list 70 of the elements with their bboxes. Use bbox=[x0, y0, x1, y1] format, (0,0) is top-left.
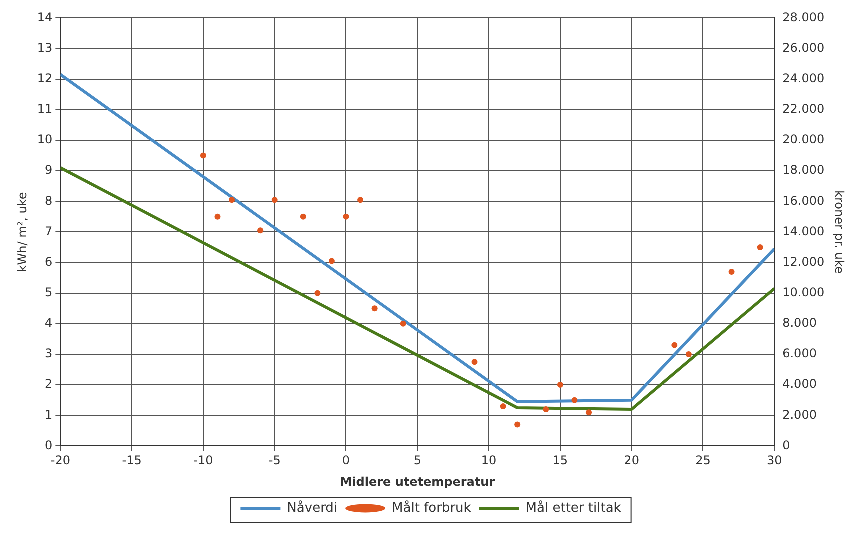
y2-tick-label: 16.000 bbox=[782, 194, 825, 208]
point bbox=[672, 342, 678, 348]
y-tick-label: 10 bbox=[37, 132, 53, 147]
point bbox=[572, 397, 578, 404]
point bbox=[343, 214, 350, 220]
y2-tick-label: 20.000 bbox=[782, 132, 825, 147]
legend-label: Målt forbruk bbox=[392, 500, 472, 516]
y2-tick-label: 10.000 bbox=[782, 285, 825, 300]
y-tick-label: 11 bbox=[37, 102, 53, 116]
y2-tick-label: 12.000 bbox=[782, 254, 825, 269]
point bbox=[272, 197, 278, 204]
y-tick-label: 7 bbox=[45, 224, 53, 238]
point bbox=[514, 422, 521, 428]
x-tick-label: -15 bbox=[122, 454, 142, 468]
point bbox=[358, 197, 364, 204]
y-axis-title: kWh/ m², uke bbox=[15, 192, 30, 272]
point bbox=[400, 320, 406, 327]
y-tick-label: 5 bbox=[45, 285, 53, 300]
y-tick-label: 0 bbox=[45, 438, 53, 452]
y-tick-label: 6 bbox=[45, 254, 53, 269]
point bbox=[229, 197, 236, 204]
y2-tick-label: 14.000 bbox=[782, 224, 825, 238]
y-tick-label: 1 bbox=[45, 408, 53, 422]
x-tick-label: 20 bbox=[624, 454, 640, 468]
y-tick-label: 3 bbox=[45, 346, 53, 361]
point bbox=[200, 152, 206, 159]
y2-tick-label: 24.000 bbox=[782, 71, 825, 86]
y2-tick-label: 6.000 bbox=[782, 346, 817, 361]
y2-tick-label: 4.000 bbox=[782, 377, 817, 392]
point bbox=[472, 359, 478, 366]
point bbox=[300, 214, 306, 220]
x-tick-label: -10 bbox=[194, 454, 214, 468]
y-tick-label: 12 bbox=[37, 71, 53, 86]
y2-tick-label: 0 bbox=[782, 438, 790, 452]
point bbox=[214, 214, 221, 220]
x-tick-label: 0 bbox=[342, 454, 350, 468]
y-tick-label: 13 bbox=[37, 40, 53, 55]
point bbox=[757, 244, 764, 250]
x-tick-label: 30 bbox=[766, 454, 782, 468]
point bbox=[328, 258, 335, 264]
y2-tick-label: 2.000 bbox=[782, 408, 817, 422]
x-tick-label: 25 bbox=[696, 454, 711, 468]
x-tick-label: 5 bbox=[414, 454, 422, 468]
point bbox=[372, 306, 378, 312]
y2-tick-label: 22.000 bbox=[782, 102, 825, 116]
x-tick-label: -20 bbox=[50, 454, 70, 468]
y2-tick-label: 28.000 bbox=[782, 10, 825, 24]
point bbox=[686, 351, 692, 358]
point bbox=[557, 382, 564, 388]
legend-label: Mål etter tiltak bbox=[526, 500, 622, 516]
point bbox=[314, 290, 321, 296]
y2-tick-label: 8.000 bbox=[782, 316, 817, 330]
x-tick-label: -5 bbox=[268, 454, 281, 468]
y-tick-label: 4 bbox=[45, 316, 53, 330]
legend-label: Nåverdi bbox=[287, 500, 338, 516]
x-axis-title: Midlere utetemperatur bbox=[340, 474, 496, 489]
y-tick-label: 2 bbox=[45, 377, 53, 392]
point bbox=[543, 406, 550, 413]
y2-axis-title: kroner pr. uke bbox=[832, 190, 847, 274]
x-tick-label: 10 bbox=[481, 454, 497, 468]
y2-tick-label: 26.000 bbox=[782, 40, 825, 55]
y2-tick-label: 18.000 bbox=[782, 163, 825, 178]
point bbox=[500, 403, 506, 410]
y-tick-label: 9 bbox=[45, 163, 53, 178]
point bbox=[586, 410, 592, 416]
point bbox=[728, 268, 735, 275]
y-tick-label: 8 bbox=[45, 194, 53, 208]
x-tick-label: 15 bbox=[552, 454, 568, 468]
y-tick-label: 14 bbox=[37, 10, 53, 24]
point bbox=[258, 228, 264, 234]
